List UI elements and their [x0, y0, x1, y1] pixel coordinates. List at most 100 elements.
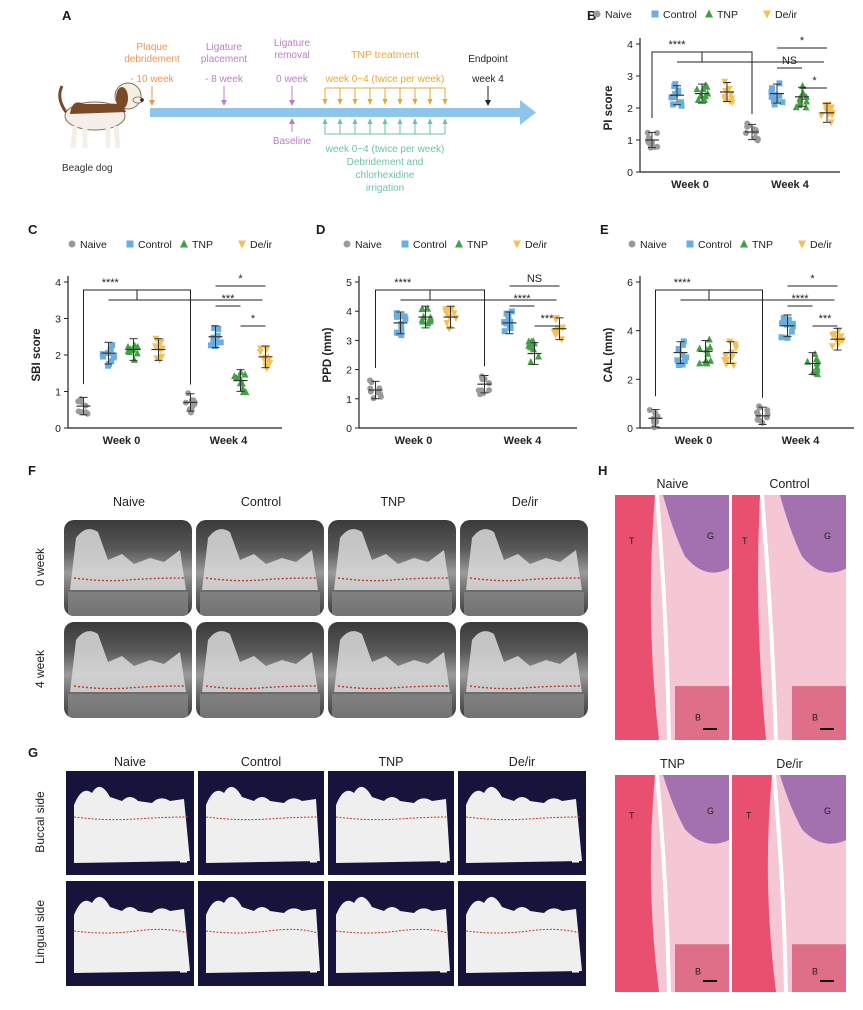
legend-label: Control [413, 239, 447, 251]
chart-b-pi-score: Naive Control TNP De/ir 0 1 2 3 4 PI score Week 0 W… [593, 9, 840, 191]
control-point [393, 310, 400, 317]
h-col-tnp: TNP [660, 757, 685, 771]
chart-e-cal: Naive Control TNP De/ir 0 2 4 6 CAL (mm) Week 0 We… [603, 239, 854, 447]
beagle-dog-illustration [58, 82, 144, 149]
legend-marker-tnp [180, 239, 188, 248]
xray-image [64, 622, 192, 718]
panel-label-a: A [62, 8, 72, 23]
g-col-tnp: TNP [378, 755, 404, 769]
tnp-point [701, 95, 709, 103]
legend-marker-naive [628, 240, 636, 248]
naive-point [757, 417, 764, 424]
tnp-point [131, 341, 139, 349]
naive-point [644, 129, 651, 136]
tnp-point [802, 103, 810, 111]
control-point [215, 326, 222, 333]
deir-tick-head [322, 118, 328, 124]
tnp-point [799, 89, 807, 97]
control-point [785, 316, 792, 323]
control-point [100, 353, 107, 360]
tnp-point [702, 81, 710, 89]
deir-point [727, 91, 735, 99]
deir-point [263, 346, 271, 354]
deir-point [827, 119, 835, 127]
legend-marker-control [126, 240, 134, 248]
legend-marker-tnp [455, 239, 463, 248]
control-point [768, 93, 775, 100]
svg-text:T: T [629, 536, 635, 546]
tnp-point [811, 349, 819, 357]
deir-point [817, 112, 825, 120]
legend-marker-control [686, 240, 694, 248]
naive-point [189, 402, 196, 409]
deir-tick-head [397, 118, 403, 124]
sig-bracket [655, 289, 763, 398]
svg-text:T: T [742, 536, 748, 546]
control-point [398, 313, 405, 320]
deir-tick-head [352, 118, 358, 124]
naive-point [646, 140, 653, 147]
deir-point [826, 107, 834, 115]
x-tick-label: Week 0 [671, 179, 709, 191]
y-tick-label: 3 [346, 335, 352, 347]
tnp-arrow-ticks [322, 88, 448, 105]
he-histology-image: T G B [615, 495, 729, 740]
deir-desc-1: Debridement and [347, 157, 424, 168]
legend-label: TNP [467, 239, 488, 251]
timeline-diagram: Beagle dog Plaque debridement - 10 week … [58, 38, 536, 194]
plaque-label-2: debridement [124, 54, 180, 65]
deir-point [441, 308, 449, 316]
micro-ct-image [328, 771, 454, 875]
deir-tick-head [367, 118, 373, 124]
deir-point [835, 340, 843, 348]
y-tick-label: 2 [627, 374, 633, 386]
legend-marker-naive [68, 240, 76, 248]
y-axis-label: CAL (mm) [603, 327, 615, 382]
x-tick-label: Week 0 [395, 435, 433, 447]
control-point [776, 80, 783, 87]
svg-text:removal: removal [274, 50, 310, 61]
control-point [675, 89, 682, 96]
deir-tick-head [427, 118, 433, 124]
f-col-tnp: TNP [380, 495, 406, 509]
xray-image [460, 520, 588, 616]
control-point [769, 85, 776, 92]
tnp-tick-head [352, 99, 358, 105]
tnp-tick-head [397, 99, 403, 105]
micro-ct-image [328, 881, 454, 986]
legend-marker-control [651, 10, 659, 18]
tnp-point [803, 97, 811, 105]
g-col-naive: Naive [114, 755, 146, 769]
control-point [784, 334, 791, 341]
sig-bracket [375, 289, 485, 369]
legend-label: TNP [192, 239, 213, 251]
legend-label: Control [663, 9, 697, 21]
control-point [105, 362, 112, 369]
sig-label: **** [102, 277, 120, 289]
h-col-deir: De/ir [776, 757, 803, 771]
micro-ct-image [198, 881, 324, 986]
endpoint-label: Endpoint [468, 54, 508, 65]
deir-arrow-ticks [322, 118, 448, 134]
control-point [501, 328, 508, 335]
ligature-place-time: - 8 week [205, 74, 244, 85]
deir-time: week 0~4 (twice per week) [325, 144, 445, 155]
tnp-tick-head [382, 99, 388, 105]
legend-label: TNP [752, 239, 773, 251]
y-tick-label: 0 [627, 423, 633, 435]
legend-label: Naive [355, 239, 382, 251]
x-tick-label: Week 4 [210, 435, 249, 447]
f-col-naive: Naive [113, 495, 145, 509]
control-point [788, 328, 795, 335]
y-tick-label: 4 [346, 306, 352, 318]
sig-label: * [238, 273, 243, 285]
svg-text:B: B [812, 712, 818, 722]
he-histology-image: T G B [732, 775, 846, 992]
sig-label: **** [394, 277, 412, 289]
deir-desc-2: chlorhexidine [356, 170, 415, 181]
legend-marker-tnp [705, 9, 713, 18]
tnp-point [696, 344, 704, 352]
naive-point [754, 409, 761, 416]
legend-label: De/ir [810, 239, 833, 251]
deir-point [256, 349, 264, 357]
